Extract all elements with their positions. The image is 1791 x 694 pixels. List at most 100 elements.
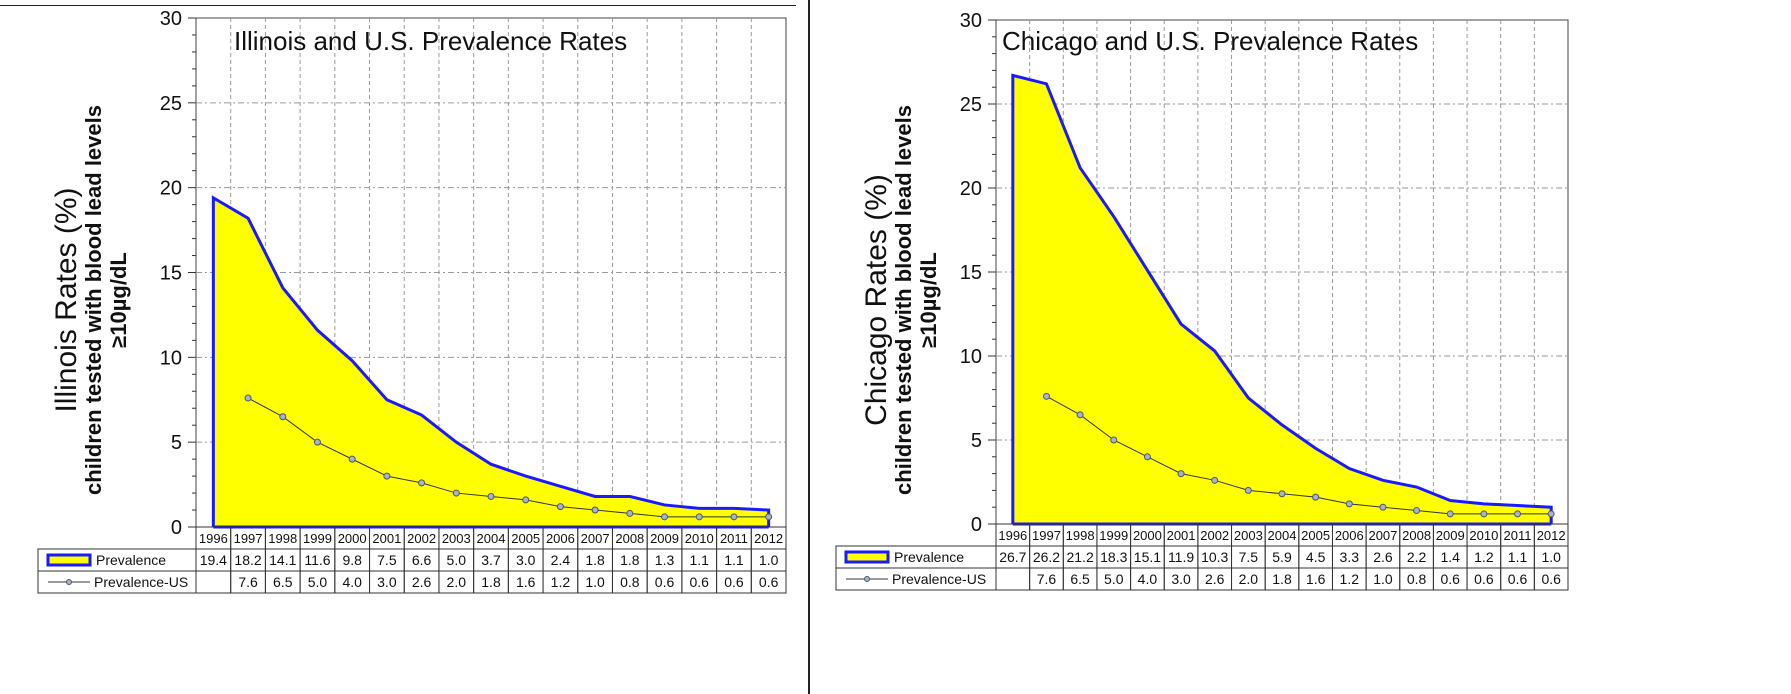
prevalence-area [213,197,769,527]
prevalence-us-point [695,513,703,521]
illinois-chart: 0 5 10 15 20 25 30 Illinois and U.S. Prevalence… [37,8,787,594]
table-value-label: 2.0 [447,574,467,590]
prevalence-us-point [1514,510,1522,518]
table-value-label: 1.2 [551,574,571,590]
table-value-label: 5.0 [1104,571,1124,587]
prevalence-line [1011,73,1553,524]
y-tick-label: 0 [171,517,182,539]
y-axis-label: Chicago Rates (%) [860,174,893,426]
prevalence-us-point [1110,436,1118,444]
prevalence-us-point [661,513,669,521]
table-year-label: 2008 [615,531,644,546]
table-year-label: 2012 [1537,528,1566,543]
y-tick-label: 15 [960,262,982,284]
table-value-label: 7.6 [1037,571,1057,587]
legend-series-name: Prevalence-US [892,571,986,587]
y-axis-label: ≥10µg/dL [106,252,131,348]
table-year-label: 1999 [1099,528,1128,543]
table-value-label: 2.6 [1205,571,1225,587]
top-border [0,5,796,6]
y-tick-label: 20 [160,178,182,200]
y-tick-label: 0 [971,514,982,536]
prevalence-us-point [1379,503,1387,511]
y-axis-label: ≥10µg/dL [916,252,941,348]
table-value-label: 2.2 [1407,549,1427,565]
table-year-label: 2001 [372,531,401,546]
table-value-label: 1.0 [759,552,779,568]
table-year-label: 2010 [685,531,714,546]
table-value-label: 1.2 [1340,571,1360,587]
table-value-label: 4.5 [1306,549,1326,565]
prevalence-us-point [1345,500,1353,508]
table-value-label: 1.2 [1474,549,1494,565]
table-cell [195,570,232,594]
table-value-label: 1.4 [1441,549,1461,565]
table-year-label: 1997 [1032,528,1061,543]
table-value-label: 5.0 [447,552,467,568]
table-year-label: 2007 [1368,528,1397,543]
table-value-label: 11.9 [1168,549,1194,565]
table-value-label: 0.6 [690,574,710,590]
y-tick-label: 10 [960,346,982,368]
prevalence-us-point [1480,510,1488,518]
table-value-label: 6.5 [273,574,293,590]
chart-title: Chicago and U.S. Prevalence Rates [1002,26,1418,56]
legend-us-marker [66,579,72,585]
prevalence-us-point [591,506,599,514]
table-value-label: 21.2 [1066,549,1093,565]
table-value-label: 3.7 [481,552,501,568]
table-value-label: 19.4 [200,552,227,568]
table-year-label: 1996 [998,528,1027,543]
table-value-label: 7.5 [377,552,397,568]
chicago-chart: 0 5 10 15 20 25 30 Chicago and U.S. Prevalence … [835,10,1569,591]
table-value-label: 26.2 [1033,549,1060,565]
table-cell [750,570,787,594]
table-value-label: 0.6 [1474,571,1494,587]
y-tick-label: 25 [160,93,182,115]
y-axis-label: Illinois Rates (%) [50,187,83,412]
table-value-label: 1.8 [481,574,501,590]
table-value-label: 11.6 [304,552,330,568]
prevalence-us-point [1042,392,1050,400]
legend-us-marker [864,576,870,582]
illinois-chart-panel: 0 5 10 15 20 25 30 Illinois and U.S. Prevalence… [0,0,800,694]
table-value-label: 1.0 [585,574,605,590]
legend-prevalence-swatch [46,553,92,567]
table-value-label: 2.6 [412,574,432,590]
y-axis-label: children tested with blood lead levels [891,105,916,495]
prevalence-us-point [1244,486,1252,494]
legend-prevalence-swatch [844,550,890,564]
table-year-label: 2003 [442,531,471,546]
table-cell [995,567,1031,591]
table-value-label: 3.0 [377,574,397,590]
prevalence-us-point [556,503,564,511]
table-value-label: 26.7 [999,549,1026,565]
chicago-chart-panel: 0 5 10 15 20 25 30 Chicago and U.S. Prevalence … [816,0,1791,694]
y-tick-label: 25 [960,94,982,116]
table-year-label: 2007 [581,531,610,546]
table-year-label: 2012 [754,531,783,546]
prevalence-us-point [244,394,252,402]
table-value-label: 1.6 [1306,571,1326,587]
table-value-label: 0.8 [1407,571,1427,587]
prevalence-us-point [1312,493,1320,501]
legend-series-name: Prevalence-US [94,574,188,590]
table-value-label: 3.3 [1340,549,1360,565]
table-value-label: 1.8 [1272,571,1292,587]
table-year-label: 2006 [1335,528,1364,543]
chart-title: Illinois and U.S. Prevalence Rates [234,26,627,56]
table-value-label: 0.6 [655,574,675,590]
table-year-label: 1996 [199,531,228,546]
table-value-label: 1.0 [1541,549,1561,565]
table-value-label: 0.6 [1441,571,1461,587]
table-value-label: 4.0 [342,574,362,590]
y-tick-label: 5 [971,430,982,452]
table-year-label: 1997 [234,531,263,546]
table-year-label: 2002 [1200,528,1229,543]
y-tick-label: 5 [171,432,182,454]
prevalence-us-point [1547,510,1555,518]
table-year-label: 2008 [1402,528,1431,543]
table-year-label: 2001 [1167,528,1196,543]
table-year-label: 2009 [650,531,679,546]
prevalence-us-point [313,438,321,446]
